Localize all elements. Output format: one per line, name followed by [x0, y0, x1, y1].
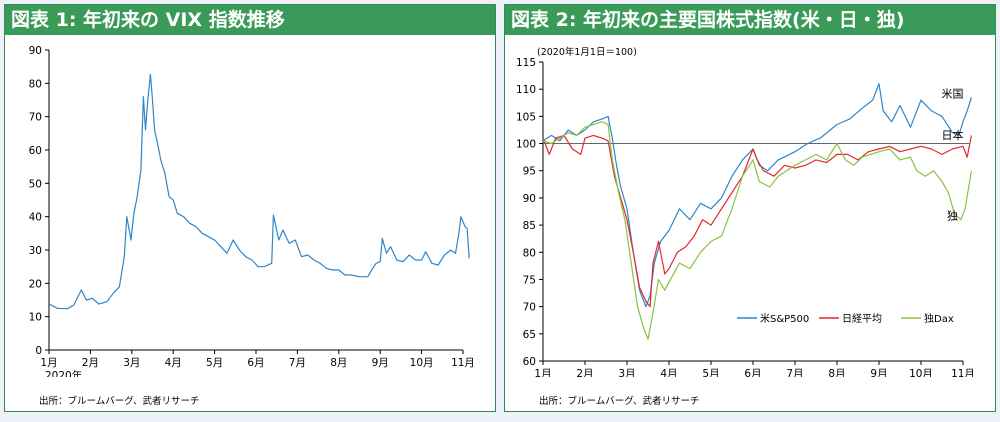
- x-tick-label: 5月: [206, 357, 223, 369]
- x-tick-label: 1月: [534, 368, 551, 377]
- y-tick-label: 65: [523, 329, 536, 341]
- x-tick-label: 3月: [618, 368, 635, 377]
- y-tick-label: 85: [523, 220, 536, 232]
- x-tick-label: 6月: [247, 357, 264, 369]
- indices-panel: 図表 2: 年初来の主要国株式指数(米・日・独) 60 65 70 75 80 85 90 9…: [504, 4, 996, 412]
- y-tick-label: 50: [29, 178, 42, 190]
- y-tick-label: 30: [29, 245, 42, 257]
- y-tick-label: 40: [29, 212, 42, 224]
- vix-source-note: 出所：ブルームバーグ、武者リサーチ: [39, 396, 200, 407]
- y-tick-label: 80: [29, 78, 42, 90]
- x-tick-label: 4月: [660, 368, 677, 377]
- x-tick-label: 2月: [82, 357, 99, 369]
- chart-subtitle: (2020年1月1日＝100): [537, 46, 637, 58]
- indices-source-note: 出所：ブルームバーグ、武者リサーチ: [539, 396, 700, 407]
- x-tick-label: 11月: [951, 368, 975, 377]
- y-tick-label: 10: [29, 312, 42, 324]
- y-tick-label: 0: [35, 345, 42, 357]
- y-tick-label: 20: [29, 278, 42, 290]
- x-tick-label: 10月: [909, 368, 933, 377]
- y-tick-label: 115: [516, 57, 536, 69]
- x-tick-label: 9月: [870, 368, 887, 377]
- y-tick-label: 110: [516, 84, 536, 96]
- indices-chart: 60 65 70 75 80 85 90 95 100 105 110 115 1月 2月 3月 4月 5月 6月…: [516, 46, 975, 377]
- x-tick-label: 7月: [786, 368, 803, 377]
- series-annotation: 独: [947, 210, 958, 223]
- series-annotation: 米国: [942, 87, 964, 100]
- y-tick-label: 90: [523, 193, 536, 205]
- y-tick-label: 70: [29, 112, 42, 124]
- series-line-de: [542, 121, 972, 340]
- x-tick-label: 11月: [451, 357, 475, 369]
- vix-chart: 0 10 20 30 40 50 60 70 80 90 1月 2月 3月 4月 5月 6月 7月 8月 9月 10月…: [29, 45, 475, 377]
- series-line-jp: [542, 134, 972, 308]
- x-tick-label: 8月: [330, 357, 347, 369]
- y-tick-label: 80: [523, 247, 536, 259]
- legend-label-us: 米S&P500: [760, 312, 809, 325]
- x-tick-label: 7月: [289, 357, 306, 369]
- y-tick-label: 70: [523, 302, 536, 314]
- series-line-series-0: [48, 73, 470, 310]
- legend-label-de: 独Dax: [924, 312, 954, 325]
- x-tick-label: 10月: [410, 357, 434, 369]
- y-tick-label: 90: [29, 45, 42, 57]
- x-tick-label: 3月: [123, 357, 140, 369]
- x-tick-label: 2月: [576, 368, 593, 377]
- y-tick-label: 60: [29, 145, 42, 157]
- indices-chart-title: 図表 2: 年初来の主要国株式指数(米・日・独): [505, 5, 995, 35]
- vix-panel: 図表 1: 年初来の VIX 指数推移 0 10 20 30 40 50 60 70 80 90 1…: [4, 4, 496, 412]
- series-line-us: [542, 83, 972, 308]
- vix-chart-title: 図表 1: 年初来の VIX 指数推移: [5, 5, 495, 35]
- x-tick-label: 8月: [828, 368, 845, 377]
- x-axis-unit-label: 2020年: [45, 369, 82, 377]
- x-tick-label: 4月: [165, 357, 182, 369]
- x-tick-label: 1月: [40, 357, 57, 369]
- y-tick-label: 75: [523, 274, 536, 286]
- x-tick-label: 5月: [702, 368, 719, 377]
- y-tick-label: 95: [523, 166, 536, 178]
- y-tick-label: 105: [516, 111, 536, 123]
- legend-label-jp: 日経平均: [842, 312, 882, 325]
- y-tick-label: 100: [516, 139, 536, 151]
- y-tick-label: 60: [523, 356, 536, 368]
- series-annotation: 日本: [942, 128, 964, 142]
- x-tick-label: 6月: [744, 368, 761, 377]
- x-tick-label: 9月: [372, 357, 389, 369]
